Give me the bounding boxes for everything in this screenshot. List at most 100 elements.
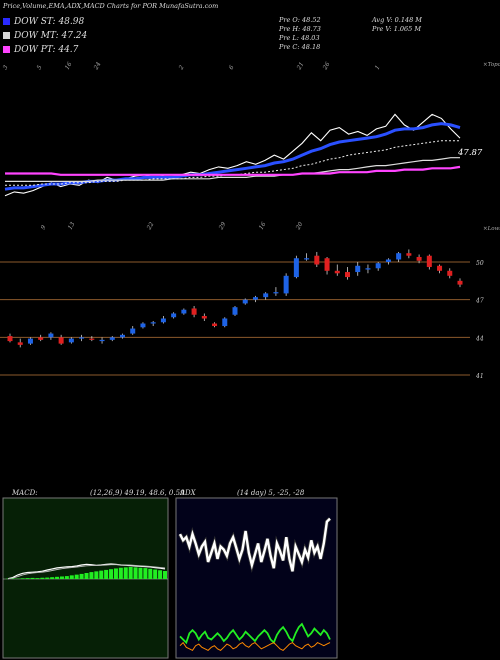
ema-date-bottom-3: 29 (217, 221, 227, 232)
macd-hist-bar-10 (55, 576, 60, 579)
macd-hist-bar-16 (84, 573, 89, 579)
candle-body-0 (7, 336, 13, 342)
macd-hist-bar-18 (94, 571, 99, 579)
macd-line-1 (7, 564, 166, 580)
candle-body-40 (416, 256, 422, 261)
candle-body-20 (212, 323, 218, 327)
candle-body-18 (191, 308, 197, 315)
macd-hist-bar-25 (128, 567, 133, 579)
ema-date-top-3: 24 (92, 61, 102, 72)
ema-series-1 (4, 122, 461, 191)
macd-hist-bar-27 (138, 567, 143, 579)
candle-body-13 (140, 323, 146, 328)
adx-panel (178, 517, 332, 652)
legend-swatch-magenta (3, 46, 10, 53)
candle-body-2 (27, 338, 33, 344)
legend-swatch-blue (3, 18, 10, 25)
prev-close: Pre C: 48.18 (279, 43, 321, 51)
candle-body-9 (99, 339, 105, 342)
price-panel: 50 47 44 41 ×Lows (0, 226, 500, 380)
ema-last-value: 47.87 (457, 148, 483, 158)
candle-body-33 (345, 272, 350, 278)
candle-body-26 (273, 292, 279, 294)
ema-corner-label: ×Topo (483, 62, 500, 68)
ema-date-top-7: 26 (321, 61, 331, 72)
candle-body-10 (109, 337, 115, 340)
legend-dow-st: DOW ST: 48.98 (3, 17, 84, 27)
adx-params: (14 day) 5, -25, -28 (237, 489, 305, 497)
adx-line-2 (179, 641, 331, 652)
candle-body-28 (293, 258, 299, 278)
candle-body-34 (355, 265, 361, 273)
candle-body-21 (222, 318, 228, 327)
candle-body-4 (48, 333, 54, 338)
legend-dow-mt-label: DOW MT: 47.24 (14, 31, 88, 41)
candle-body-37 (385, 259, 391, 262)
ema-series-3 (5, 157, 460, 182)
legend-dow-pt: DOW PT: 44.7 (3, 45, 78, 55)
ema-date-bottom-0: 9 (40, 224, 48, 231)
ema-date-bottom-5: 20 (294, 221, 304, 232)
macd-hist-bar-32 (163, 571, 167, 579)
ema-date-top-1: 5 (36, 64, 44, 71)
ema-date-top-0: 3 (2, 64, 10, 71)
macd-hist-bar-5 (30, 577, 35, 579)
ema-date-top-4: 2 (177, 64, 186, 72)
macd-hist-bar-31 (158, 570, 163, 579)
legend-dow-st-label: DOW ST: 48.98 (14, 17, 85, 27)
ema-date-top-2: 16 (64, 61, 74, 71)
avg-volume: Avg V: 0.148 M (372, 16, 422, 24)
candle-body-42 (437, 265, 443, 271)
candle-body-16 (171, 313, 177, 318)
macd-hist-bar-28 (143, 568, 148, 579)
macd-hist-bar-17 (89, 572, 94, 579)
chart-title: Price,Volume,EMA,ADX,MACD Charts for POR… (3, 2, 219, 10)
legend-dow-pt-label: DOW PT: 44.7 (14, 45, 79, 55)
ema-date-bottom-4: 16 (258, 221, 268, 231)
ema-date-bottom-2: 22 (145, 221, 155, 232)
candle-body-44 (457, 280, 463, 285)
macd-hist-bar-23 (118, 567, 123, 579)
adx-line-0 (178, 517, 331, 572)
candle-body-27 (283, 275, 289, 294)
candle-body-14 (150, 322, 156, 324)
candle-body-15 (160, 318, 166, 323)
macd-hist-bar-4 (25, 578, 30, 579)
ema-date-top-8: 1 (374, 64, 382, 71)
candle-body-19 (201, 315, 207, 319)
candle-body-43 (447, 270, 453, 276)
candle-body-7 (79, 337, 85, 339)
ema-series-0 (4, 113, 461, 197)
macd-hist-bar-12 (64, 576, 69, 579)
macd-panel (3, 563, 168, 580)
macd-hist-bar-1 (10, 578, 15, 579)
macd-hist-bar-14 (74, 574, 79, 579)
adx-line-1 (179, 622, 331, 645)
candle-body-38 (396, 253, 402, 260)
candle-body-6 (68, 338, 74, 343)
ema-date-top-6: 21 (295, 61, 305, 72)
candle-body-41 (426, 255, 432, 268)
macd-hist-bar-15 (79, 573, 84, 579)
macd-hist-bar-6 (35, 578, 40, 579)
macd-hist-bar-20 (104, 569, 109, 579)
candle-body-12 (130, 328, 136, 334)
macd-hist-bar-13 (69, 575, 74, 579)
macd-hist-bar-26 (133, 567, 138, 579)
ema-date-top-5: 6 (228, 64, 236, 71)
price-ytick-1: 47 (475, 298, 484, 305)
legend-swatch-white (3, 32, 10, 39)
candle-body-5 (58, 337, 64, 344)
legend-dow-mt: DOW MT: 47.24 (3, 31, 87, 41)
candle-body-1 (17, 342, 23, 345)
macd-hist-bar-8 (45, 577, 50, 579)
candle-body-3 (38, 337, 44, 340)
candle-body-22 (232, 307, 238, 315)
macd-hist-bar-9 (50, 577, 55, 579)
candle-body-25 (263, 293, 269, 298)
candle-body-39 (406, 253, 412, 256)
candle-body-24 (252, 297, 258, 300)
candle-body-23 (242, 299, 248, 304)
macd-hist-bar-3 (20, 578, 25, 579)
